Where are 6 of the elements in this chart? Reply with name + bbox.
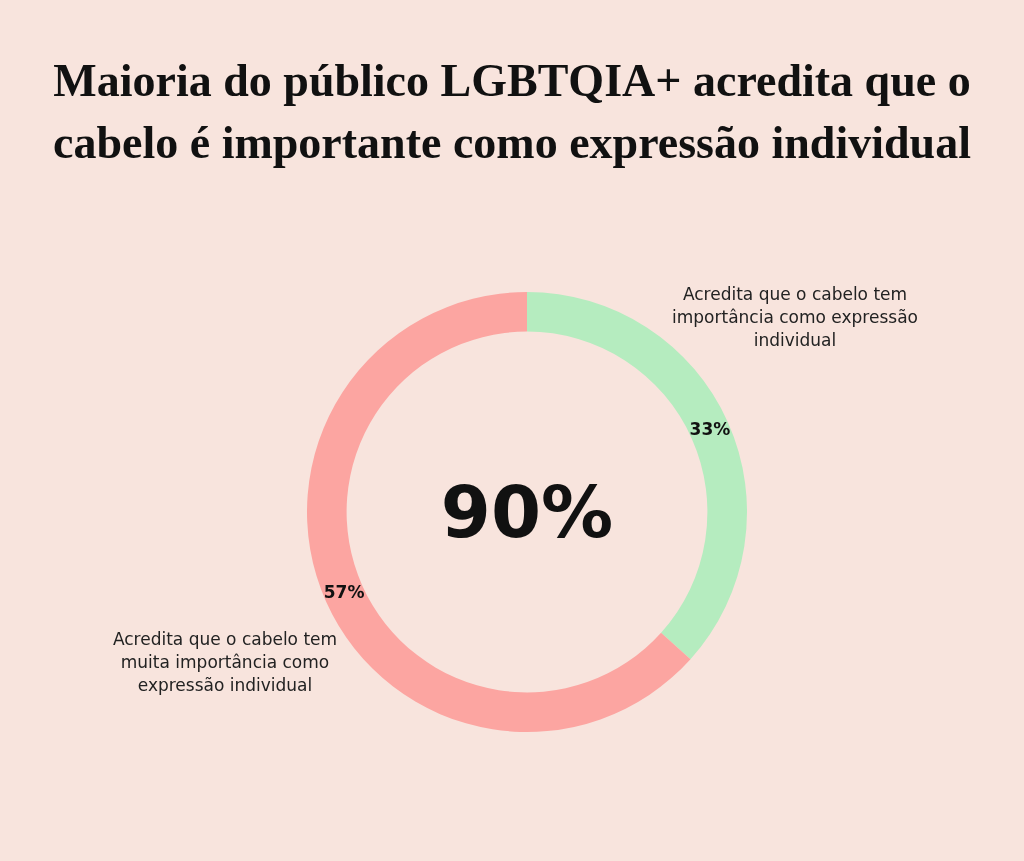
slice-label: Acredita que o cabelo tem muita importância como expressão individual (111, 628, 339, 697)
data-label: 33% (689, 418, 731, 439)
chart-title: Maioria do público LGBTQIA+ acredita que o cabelo é importante como expressão individual (52, 54, 972, 170)
text: 90% (439, 469, 615, 556)
data-label: 57% (323, 581, 365, 602)
slice-label: Acredita que o cabelo tem importância como expressão individual (671, 283, 919, 352)
